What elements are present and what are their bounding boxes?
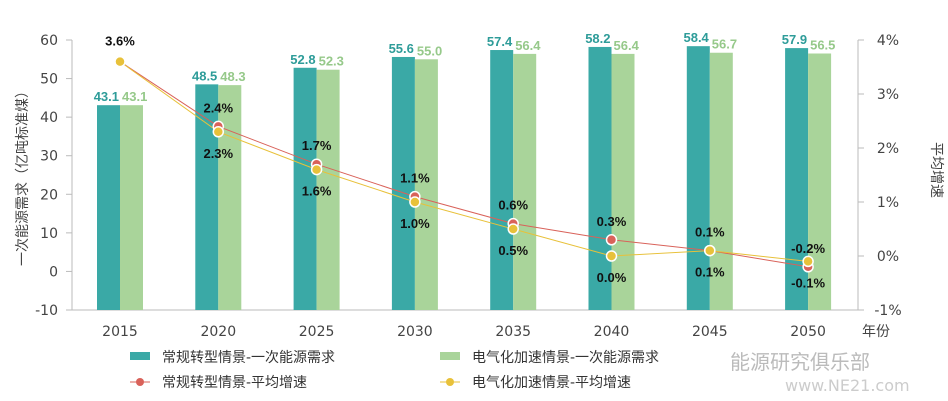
bar (513, 53, 537, 311)
y2-tick-label: 3% (877, 87, 899, 103)
bar (293, 67, 317, 311)
bar (120, 105, 143, 310)
bar-data-label: 56.5 (810, 38, 835, 53)
y2-tick-label: 0% (877, 249, 899, 265)
bar (808, 53, 832, 310)
bar-data-label: 56.4 (614, 38, 640, 53)
bar-data-label: 43.1 (94, 89, 119, 104)
bar (391, 56, 415, 310)
legend-marker (136, 378, 144, 386)
x-axis-label: 年份 (862, 324, 890, 340)
line-point (409, 196, 421, 208)
legend-swatch (130, 352, 150, 360)
x-tick-label: 2015 (102, 324, 138, 340)
line-data-label: 0.5% (498, 243, 528, 258)
y2-tick-label: 4% (877, 33, 899, 49)
watermark: 能源研究俱乐部 (730, 350, 870, 374)
bar-data-label: 55.0 (417, 43, 442, 58)
bar (611, 53, 635, 311)
line-data-label: 0.6% (498, 198, 528, 213)
y-tick-label: 40 (40, 110, 58, 126)
x-tick-label: 2030 (397, 324, 433, 340)
bar-data-label: 56.4 (515, 38, 541, 53)
line-point (605, 250, 618, 262)
line-point (802, 255, 814, 268)
bar (195, 84, 219, 310)
y2-axis-label: 平均增速 (928, 142, 944, 198)
bar-data-label: 57.9 (782, 32, 807, 47)
bar-data-label: 48.3 (220, 69, 245, 84)
line-data-label: 1.6% (302, 184, 332, 199)
line-data-label: 0.1% (695, 225, 725, 240)
bar (414, 59, 438, 311)
legend-label: 电气化加速情景-平均增速 (472, 375, 631, 391)
line-data-label: 2.3% (203, 146, 233, 161)
bar (588, 46, 612, 310)
y-tick-label: 60 (40, 33, 58, 49)
legend-label: 电气化加速情景-一次能源需求 (472, 350, 659, 366)
x-tick-label: 2035 (495, 324, 531, 340)
bar-data-label: 52.3 (319, 54, 344, 69)
line-data-label: 3.6% (105, 34, 135, 49)
bar (218, 85, 242, 310)
y-tick-label: 50 (40, 72, 58, 88)
series-line (119, 61, 809, 262)
y-axis-label: 一次能源需求（亿吨标准煤） (15, 84, 31, 266)
line-data-label: 0.1% (695, 265, 725, 280)
x-tick-label: 2050 (790, 324, 826, 340)
line-data-label: -0.1% (791, 275, 825, 290)
line-data-label: 0.0% (597, 270, 627, 285)
y-tick-label: 30 (40, 149, 58, 165)
line-data-label: 0.3% (597, 214, 627, 229)
legend-swatch (440, 352, 460, 360)
bar-data-label: 58.4 (683, 30, 709, 45)
line-data-label: 1.1% (400, 171, 430, 186)
line-point (212, 126, 225, 138)
bar (709, 52, 733, 310)
bar (97, 105, 120, 310)
line-point (310, 163, 323, 176)
bar (686, 46, 710, 311)
bar-data-label: 57.4 (487, 34, 513, 49)
bar-data-label: 43.1 (122, 89, 147, 104)
line-point (704, 244, 716, 257)
line-point (507, 223, 519, 235)
legend-label: 常规转型情景-一次能源需求 (162, 350, 335, 366)
x-tick-label: 2040 (594, 324, 630, 340)
series-line (119, 61, 809, 268)
y-tick-label: 0 (49, 264, 58, 280)
line-data-label: 1.7% (302, 138, 332, 153)
watermark-url: www.NE21.com (785, 376, 910, 395)
line-data-label: 1.0% (400, 216, 430, 231)
bar (490, 50, 514, 311)
line-point (605, 234, 618, 246)
bar-data-label: 55.6 (389, 41, 414, 56)
bar-data-label: 52.8 (290, 52, 315, 67)
line-data-label: 2.4% (203, 100, 233, 115)
y2-tick-label: 2% (877, 141, 899, 157)
legend-marker (446, 378, 454, 386)
x-tick-label: 2025 (299, 324, 335, 340)
x-tick-label: 2045 (692, 324, 728, 340)
bar (316, 69, 340, 310)
y2-tick-label: 1% (877, 195, 899, 211)
x-tick-label: 2020 (200, 324, 236, 340)
bar-data-label: 48.5 (192, 68, 217, 83)
y2-tick-label: -1% (874, 303, 901, 319)
bar-data-label: 58.2 (585, 31, 610, 46)
legend-label: 常规转型情景-平均增速 (162, 375, 307, 391)
line-data-label: -0.2% (791, 241, 825, 256)
bar-data-label: 56.7 (712, 37, 737, 52)
y-tick-label: 20 (40, 187, 58, 203)
bar (785, 48, 809, 310)
y-tick-label: 10 (40, 226, 58, 242)
y-tick-label: -10 (35, 303, 58, 319)
line-point (114, 55, 126, 68)
